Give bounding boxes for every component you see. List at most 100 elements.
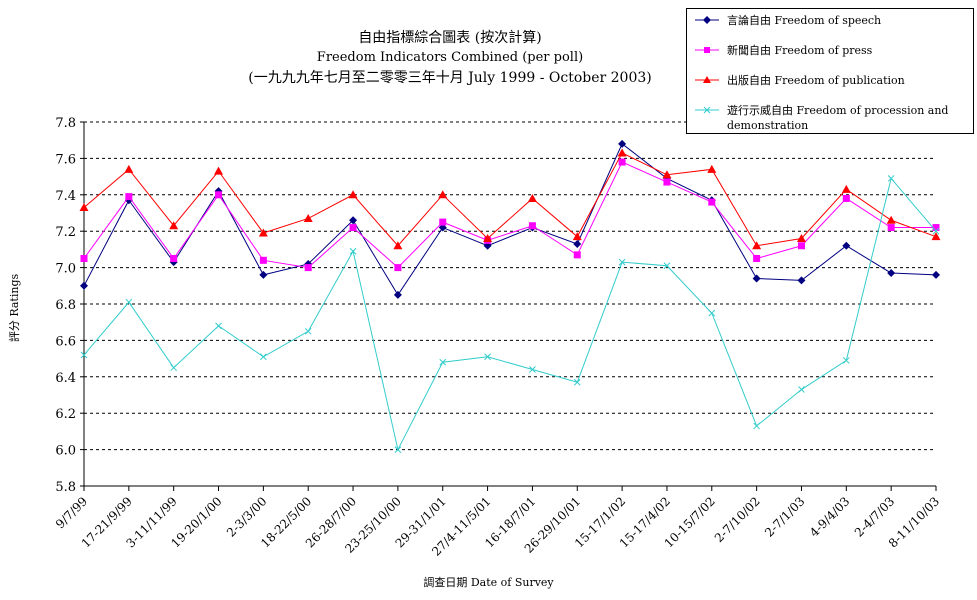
data-point bbox=[169, 221, 179, 230]
data-point bbox=[438, 190, 448, 199]
data-point bbox=[304, 327, 312, 335]
data-point bbox=[618, 139, 627, 148]
chart-subtitle-en: Freedom Indicators Combined (per poll) bbox=[316, 50, 584, 65]
data-point bbox=[842, 357, 850, 364]
data-point bbox=[349, 224, 357, 232]
data-point-stroke bbox=[798, 386, 805, 393]
legend-label-procession: 遊行示威自由 Freedom of procession and demonst… bbox=[727, 104, 949, 132]
data-point bbox=[886, 215, 896, 224]
data-point bbox=[527, 193, 537, 202]
data-point bbox=[260, 353, 267, 361]
data-point bbox=[80, 255, 88, 262]
chart-title-block: 自由指標綜合圖表 (按次計算) Freedom Indicators Combi… bbox=[240, 28, 660, 88]
data-point bbox=[752, 274, 761, 283]
data-point bbox=[393, 290, 402, 299]
data-point bbox=[439, 218, 447, 226]
data-point bbox=[484, 353, 491, 361]
data-point bbox=[529, 366, 536, 373]
data-point bbox=[752, 241, 762, 250]
data-point-stroke bbox=[887, 175, 895, 182]
data-point bbox=[798, 386, 805, 393]
chart-title: 自由指標綜合圖表 (按次計算) bbox=[358, 30, 542, 46]
data-point bbox=[304, 264, 312, 272]
data-point bbox=[842, 241, 851, 250]
chart-subtitle-period: (一九九九年七月至二零零三年十月 July 1999 - October 200… bbox=[248, 70, 652, 86]
data-point bbox=[662, 170, 672, 179]
data-point bbox=[573, 251, 581, 259]
data-point-stroke bbox=[215, 322, 222, 330]
legend-label-press: 新聞自由 Freedom of press bbox=[727, 44, 873, 57]
data-point bbox=[708, 198, 716, 206]
data-point bbox=[932, 270, 940, 279]
data-point bbox=[797, 276, 806, 285]
data-point-stroke bbox=[394, 446, 402, 453]
y-tick-label: 6.6 bbox=[55, 334, 76, 349]
data-point-stroke bbox=[170, 364, 178, 372]
y-tick-label: 6.8 bbox=[55, 298, 76, 313]
data-point bbox=[349, 247, 357, 255]
data-point bbox=[170, 364, 178, 372]
axes bbox=[80, 121, 937, 491]
data-point bbox=[573, 239, 582, 248]
data-point bbox=[258, 228, 268, 237]
data-point bbox=[707, 164, 717, 173]
x-tick-label: 2-3/3/00 bbox=[224, 494, 269, 539]
series-line bbox=[83, 143, 937, 296]
series-line bbox=[83, 177, 937, 452]
y-tick-label: 7.4 bbox=[55, 189, 76, 204]
series-layer bbox=[79, 139, 941, 453]
data-point bbox=[753, 255, 761, 262]
data-point bbox=[887, 224, 895, 232]
data-point bbox=[79, 203, 89, 212]
series-3 bbox=[80, 175, 940, 453]
data-point bbox=[528, 222, 536, 230]
data-point bbox=[348, 190, 358, 199]
y-tick-label: 6.4 bbox=[55, 371, 76, 386]
y-tick-label: 5.8 bbox=[55, 480, 76, 495]
legend-marker-press bbox=[695, 47, 719, 53]
data-point bbox=[887, 269, 896, 278]
data-point bbox=[215, 191, 223, 199]
legend-marker-speech bbox=[695, 16, 719, 24]
data-point-stroke bbox=[260, 353, 267, 361]
data-point bbox=[932, 227, 940, 235]
data-point bbox=[617, 148, 627, 157]
data-point bbox=[214, 166, 224, 175]
data-point-stroke bbox=[618, 258, 626, 266]
data-point bbox=[259, 270, 268, 279]
data-point bbox=[618, 258, 626, 266]
data-point bbox=[125, 298, 133, 306]
x-axis-title: 調查日期 Date of Survey bbox=[423, 576, 554, 589]
y-tick-label: 6.0 bbox=[55, 444, 76, 459]
series-line bbox=[83, 152, 937, 247]
data-point bbox=[439, 358, 447, 366]
data-point bbox=[303, 213, 313, 222]
data-point bbox=[618, 158, 626, 166]
data-point bbox=[80, 281, 88, 290]
x-tick-label: 2-7/10/02 bbox=[712, 494, 763, 545]
data-point-stroke bbox=[80, 351, 88, 359]
series-1 bbox=[80, 158, 940, 272]
legend: 言論自由 Freedom of speech 新聞自由 Freedom of p… bbox=[686, 8, 974, 134]
y-tick-label: 7.8 bbox=[55, 116, 76, 131]
data-point-stroke bbox=[125, 298, 133, 306]
data-point bbox=[124, 164, 134, 173]
data-point bbox=[797, 242, 805, 250]
data-point bbox=[841, 184, 851, 193]
data-point bbox=[349, 216, 358, 225]
data-point bbox=[572, 232, 582, 241]
data-point bbox=[394, 264, 402, 272]
y-tick-label: 7.6 bbox=[55, 152, 76, 167]
data-point-stroke bbox=[708, 309, 716, 317]
y-tick-labels: 5.8 6.0 6.2 6.4 6.6 6.8 7.0 7.2 7.4 7.6 7.8 bbox=[55, 116, 76, 495]
data-point bbox=[931, 232, 941, 241]
legend-marker-procession bbox=[695, 106, 719, 114]
data-point bbox=[125, 193, 133, 201]
data-point bbox=[753, 422, 760, 430]
data-point-stroke bbox=[932, 227, 940, 235]
data-point-stroke bbox=[753, 422, 760, 430]
data-point bbox=[932, 224, 940, 232]
data-point bbox=[842, 194, 850, 202]
